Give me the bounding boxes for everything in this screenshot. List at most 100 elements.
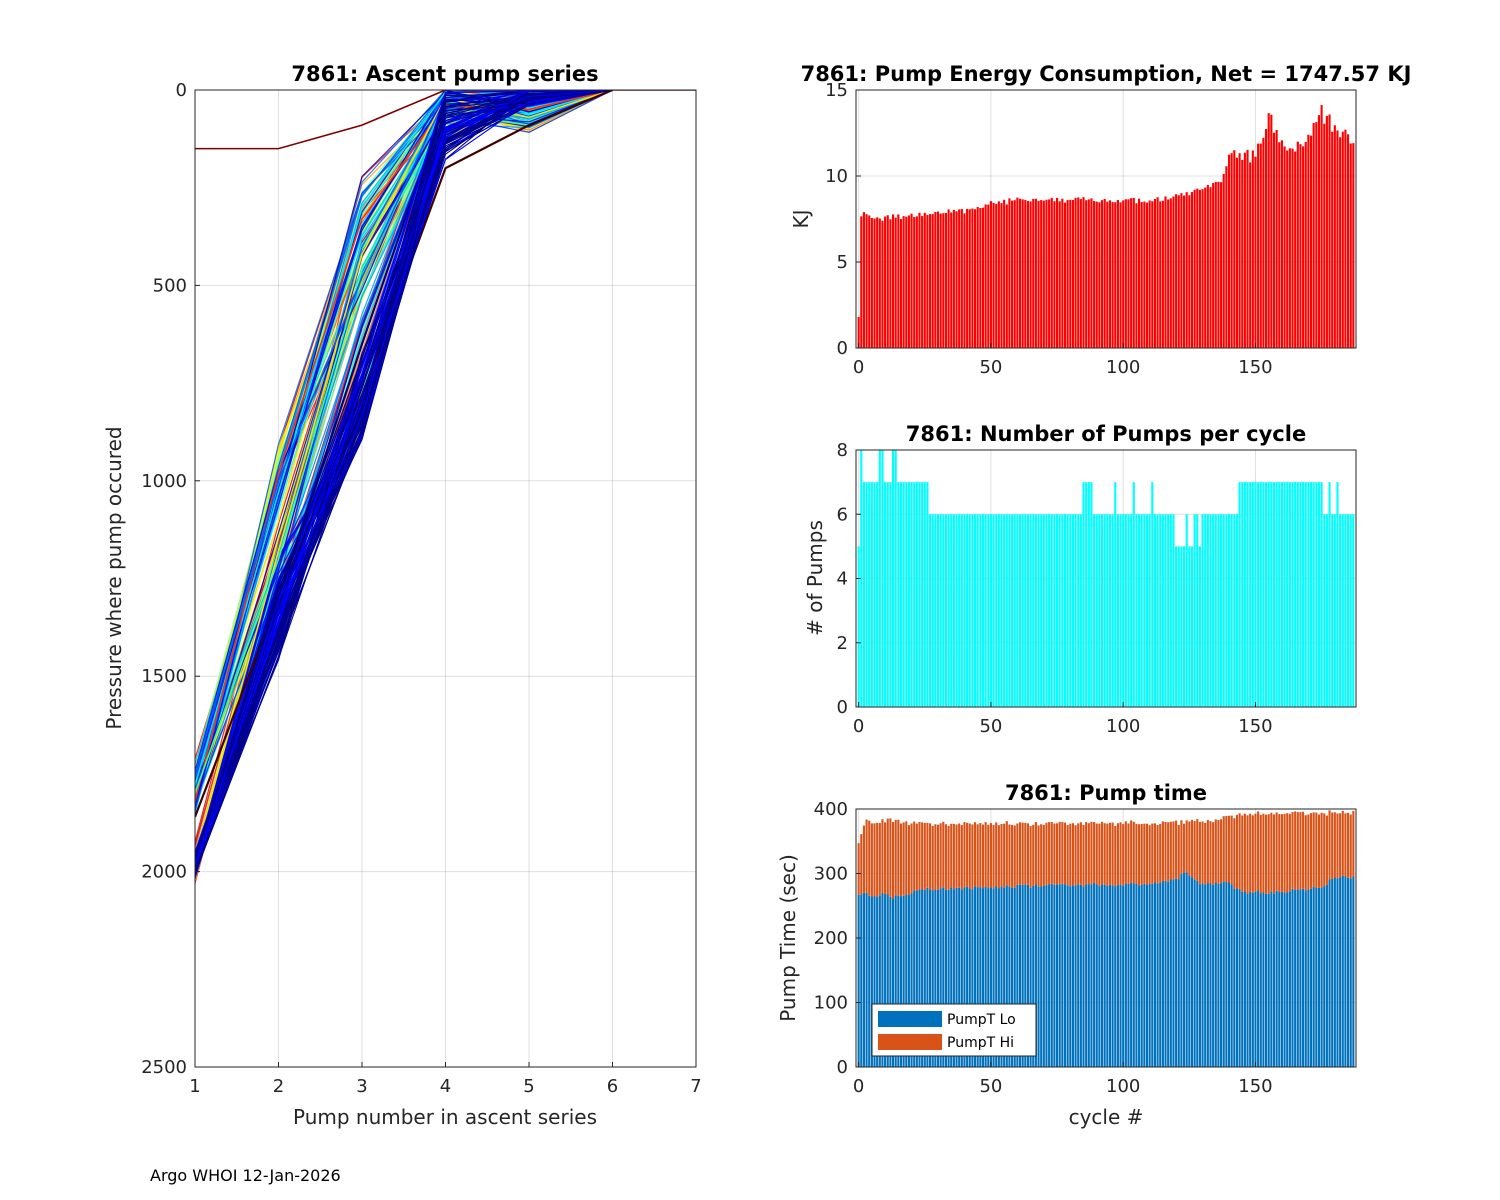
pumpt-hi-bar (1106, 823, 1109, 887)
energy-bar (1074, 197, 1077, 348)
energy-bar (1056, 197, 1059, 348)
pumpt-lo-bar (997, 888, 1000, 1067)
pumps-bar (1267, 482, 1270, 707)
pumpt-lo-bar (1333, 877, 1336, 1067)
pumpt-hi-bar (976, 824, 979, 888)
pumpt-lo-bar (1182, 872, 1186, 1067)
pumpt-hi-bar (992, 824, 995, 889)
pumps-bar (1323, 514, 1326, 707)
energy-bar (1317, 115, 1321, 349)
pumpt-hi-bar (1286, 813, 1289, 893)
pumpt-lo-bar (1008, 886, 1011, 1067)
pumpt-lo-bar (876, 897, 879, 1067)
pumpt-lo-bar (1093, 882, 1096, 1067)
pumpt-hi-bar (915, 823, 918, 891)
pumps-bar (884, 482, 887, 707)
pumps-bar (1288, 482, 1291, 707)
pumpt-lo-bar (1312, 886, 1315, 1067)
pumps-bar (1119, 514, 1122, 707)
pumpt-hi-bar (955, 824, 958, 888)
pumpt-lo-bar (1066, 885, 1069, 1067)
pumpt-lo-bar (1111, 885, 1114, 1067)
energy-bar (1280, 140, 1283, 348)
pumps-bar (1307, 482, 1310, 707)
energy-bar (1103, 198, 1106, 348)
pump-energy-chart: 0 50 100 150 0 5 10 15 7861: Pump Energy Consum… (789, 62, 1411, 378)
y-tick-label: 5 (837, 252, 848, 273)
energy-bar (1328, 114, 1331, 348)
pumpt-hi-bar (1193, 821, 1196, 880)
pumps-bar (1098, 514, 1101, 707)
y-tick-label: 4 (837, 569, 848, 590)
energy-bar (1021, 199, 1024, 348)
pumpt-hi-bar (1309, 813, 1313, 889)
pumpt-hi-bar (1291, 812, 1294, 889)
pumpt-hi-bar (1272, 814, 1276, 894)
pumps-bar (905, 482, 908, 707)
pumps-bar (1325, 514, 1328, 707)
pumpt-lo-bar (1254, 891, 1257, 1067)
pumps-bar (1032, 514, 1035, 707)
energy-bar (923, 212, 926, 348)
pumpt-hi-bar (1317, 814, 1321, 888)
pumpt-hi-bar (958, 823, 961, 888)
x-tick-label: 150 (1238, 357, 1272, 378)
energy-bar (907, 215, 910, 348)
energy-bar (1325, 115, 1328, 349)
pumpt-lo-bar (1098, 886, 1101, 1067)
energy-bar (1272, 132, 1276, 348)
pumpt-lo-bar (857, 894, 860, 1067)
pumpt-hi-bar (1341, 810, 1344, 876)
energy-bar (884, 216, 887, 348)
pumps-bar (1241, 482, 1244, 707)
pumpt-hi-bar (1177, 824, 1180, 880)
pumpt-hi-bar (1138, 824, 1141, 886)
pumpt-hi-bar (987, 824, 990, 889)
y-tick-label: 300 (814, 864, 848, 885)
pumps-bar (1339, 514, 1342, 707)
energy-bar (1040, 200, 1043, 348)
pumpt-hi-bar (1026, 823, 1030, 885)
x-tick-label: 7 (690, 1076, 701, 1097)
energy-bar (870, 217, 873, 348)
pumpt-lo-bar (952, 889, 955, 1067)
pumpt-lo-bar (995, 886, 998, 1067)
pumps-bar (1042, 514, 1045, 707)
pumpt-hi-bar (918, 821, 921, 890)
pumpt-hi-bar (1153, 823, 1156, 883)
pumpt-lo-bar (1100, 884, 1104, 1067)
energy-bar (1254, 156, 1257, 348)
energy-bar (1061, 198, 1064, 348)
pumpt-lo-bar (1087, 884, 1090, 1067)
pumpt-lo-bar (1212, 884, 1215, 1067)
pumps-bar (1344, 514, 1347, 707)
pumpt-hi-bar (1196, 819, 1199, 881)
pumpt-hi-bar (1333, 812, 1336, 878)
energy-bar (1008, 198, 1011, 348)
pumpt-hi-bar (1053, 823, 1056, 885)
y-tick-label: 2 (837, 633, 848, 654)
pumpt-hi-bar (1111, 822, 1114, 886)
pumpt-lo-bar (1034, 884, 1037, 1067)
pumpt-hi-bar (881, 819, 884, 893)
pumps-bar (1312, 482, 1315, 707)
pumpt-lo-bar (1180, 873, 1183, 1067)
pumps-bar (1053, 514, 1056, 707)
pumpt-hi-bar (1275, 812, 1278, 891)
energy-bar (1066, 200, 1069, 348)
energy-bar (929, 214, 932, 348)
pumpt-hi-bar (1000, 824, 1003, 887)
pumpt-hi-bar (1294, 811, 1297, 890)
pumps-bar (1235, 514, 1239, 707)
energy-bar (981, 207, 985, 348)
pumps-bar (1151, 482, 1154, 707)
pumpt-lo-bar (1339, 877, 1342, 1067)
energy-bar (950, 212, 953, 348)
pumpt-hi-bar (1230, 815, 1233, 885)
energy-bar (947, 209, 950, 348)
pumpt-hi-bar (1339, 813, 1342, 878)
energy-bar (1190, 191, 1194, 348)
pumpt-lo-bar (918, 889, 921, 1067)
x-tick-label: 0 (853, 716, 864, 737)
energy-bar (992, 202, 995, 348)
